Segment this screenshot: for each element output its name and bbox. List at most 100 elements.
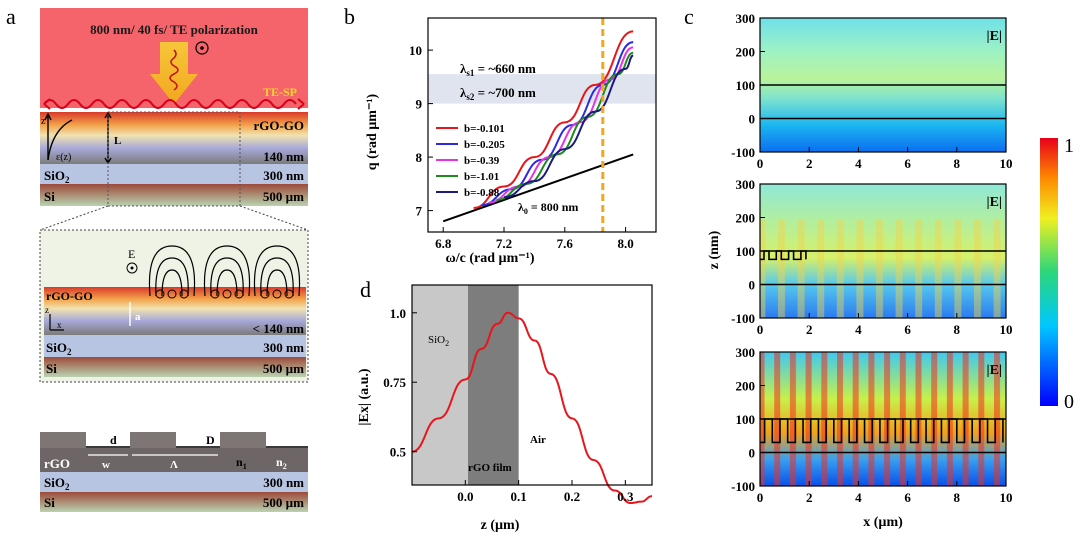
chart-b-frame [427,17,657,233]
grating-Lambda-label: Λ [170,459,178,471]
grating-n1-label: n1 [236,455,247,471]
grating-rgo-label: rGO [44,456,70,471]
z-axis-arrow-head [44,112,52,121]
series-line-0 [473,30,634,209]
c-x-tick-label-1-2: 4 [855,322,862,337]
polarization-dot-icon [200,46,204,50]
chart-c-ylabel: z (nm) [707,230,722,269]
zoom-thickness-label: < 140 nm [253,321,305,336]
c-y-tick-label-1-4: -100 [731,311,755,326]
c-x-tick-label-1-4: 8 [954,322,961,337]
chart-d-frame [411,284,653,486]
y-tick-label-1: 8 [416,150,423,165]
panel-a-letter: a [6,4,16,29]
band1-label: λs1 = ~660 nm [460,61,536,78]
sio2-layer [40,164,308,184]
zoom-film-label: rGO-GO [46,289,93,303]
grating-profile-full [760,418,1004,444]
c-x-tick-label-2-1: 2 [806,490,813,505]
legend-label-1: b=-0.205 [464,139,505,151]
grating-groove-1 [86,432,130,446]
colorbar [1040,138,1058,406]
c-y-tick-label-2-1: 200 [736,379,756,394]
wavelength-band [428,74,656,104]
region-shade-1 [468,285,519,485]
c-x-tick-label-0-5: 10 [1000,156,1013,171]
te-sp-label: TE-SP [263,85,297,99]
eps-label: ε(z) [56,152,71,163]
colorbar-max-label: 1 [1064,135,1074,157]
grating-ridge-3 [220,432,266,448]
zoom-film-layer [44,287,306,335]
c-x-tick-label-2-2: 4 [855,490,862,505]
c-x-tick-label-0-3: 6 [904,156,911,171]
zoom-polarization-dot-icon [130,266,134,270]
si-layer [40,184,308,206]
film-label: rGO-GO [253,118,304,133]
x-tick-label-0: 6.8 [435,236,452,251]
c-x-tick-label-2-3: 6 [904,490,911,505]
y-tick-label-2: 9 [416,97,423,112]
film-thickness-label: 140 nm [263,149,304,164]
chart-d-ylabel: |Ex| (a.u.) [357,368,372,425]
zoom-si-label: Si [46,361,57,376]
c-y-tick-label-1-2: 100 [736,244,756,259]
panel-c-letter: c [684,4,694,29]
legend-label-2: b=-0.39 [464,155,500,167]
zoom-si-thickness: 500 µm [263,361,304,376]
c-y-tick-label-2-4: -100 [731,479,755,494]
zoom-polarization-icon [126,262,138,274]
rgo-go-film-layer [40,112,308,164]
chart-b-ylabel: q (rad µm⁻¹) [365,93,380,170]
x-tick-label-3: 8.0 [617,236,633,251]
legend-label-0: b=-0.101 [464,123,505,135]
zoom-region-box [107,111,241,207]
map3-field-label: |E| [986,363,1002,378]
field-profile-chart: d 0.0 0.1 0.2 0.3 0.5 0.75 1.0 SiO2 rGO film A… [357,277,653,533]
region-air-label: Air [530,434,546,446]
region-sio2-label: SiO2 [428,334,449,348]
x-tick-label-2: 7.6 [557,236,574,251]
grating-profile-partial [760,250,807,261]
grating-n2-label: n2 [276,455,287,471]
te-sp-arrow-left-icon [43,98,51,110]
grating-film [40,448,308,472]
dispersion-chart: b λs1 = ~660 nm λs2 = ~700 nm λ0 = 800 n… [344,4,657,266]
panel-c: c 300 200 100 0 -100 0 2 4 6 8 10 300 200 100 0 -100 0 2 4… [680,0,1080,537]
d-y-tick-label-0: 0.5 [390,445,407,460]
band2-label: λs2 = ~700 nm [460,85,536,102]
grating-si-label: Si [44,495,55,510]
y-tick-label-3: 10 [409,43,422,58]
grating-ridge-1 [40,432,86,448]
chart-b-xlabel: ω/c (rad µm⁻¹) [446,251,535,266]
current-markers-icon [155,289,294,299]
incident-arrow-icon [150,42,198,104]
c-y-tick-label-0-2: 100 [736,78,756,93]
c-x-tick-label-1-5: 10 [1000,322,1013,337]
legend-label-3: b=-1.01 [464,171,499,183]
c-y-tick-label-2-3: 0 [749,446,756,461]
c-x-tick-label-0-2: 4 [855,156,862,171]
grating-si-thickness: 500 µm [263,495,304,510]
z-axis-label: z [41,116,46,127]
field-profile-line-0 [411,311,653,505]
si-thickness-label: 500 µm [263,189,304,204]
d-y-tick-label-1: 0.75 [383,375,406,390]
c-y-tick-label-1-1: 200 [736,211,756,226]
zoom-E-label: E [128,247,135,261]
chart-d-xlabel: z (µm) [481,518,520,533]
zoom-sio2-thickness: 300 nm [263,340,304,355]
colorbar-min-label: 0 [1064,391,1074,413]
c-y-tick-label-0-4: -100 [731,145,755,160]
zoom-a-label: a [135,311,141,323]
d-y-tick-label-2: 1.0 [390,306,406,321]
zoom-sio2-label: SiO2 [46,340,72,357]
region-shade-0 [412,285,468,485]
zoom-x-label: x [57,320,62,330]
x-tick-label-1: 7.2 [496,236,512,251]
c-x-tick-label-0-4: 8 [954,156,961,171]
zoom-axes [49,314,64,331]
pulse-icon [169,49,179,91]
c-x-tick-label-0-1: 2 [806,156,813,171]
